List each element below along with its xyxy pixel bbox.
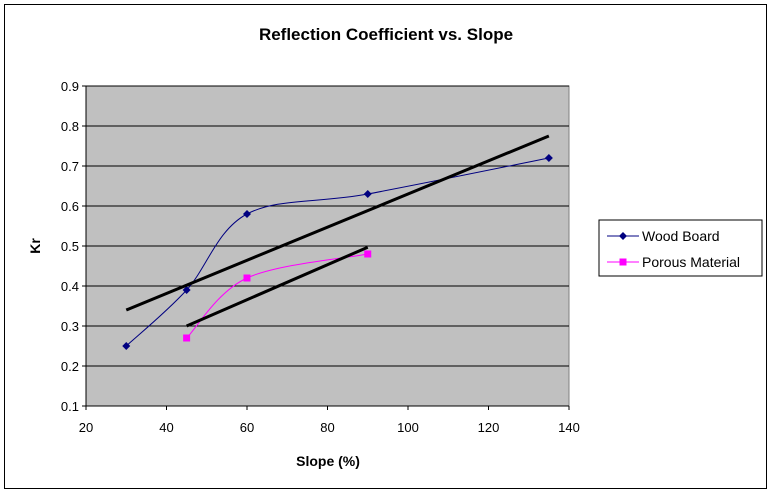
legend-label: Wood Board [642,228,720,244]
legend-box [598,219,763,277]
x-axis-label: Slope (%) [296,453,360,469]
tick-labels: 0.1 0.2 0.3 0.4 0.5 0.6 0.7 0.8 0.9 20 40 60 80 100 12… [61,79,580,435]
legend-marker [619,232,627,240]
data-point [182,286,191,294]
data-point [183,334,191,342]
x-tick-label: 20 [79,420,93,435]
legend-label: Porous Material [642,254,740,270]
y-tick-label: 0.4 [61,279,79,294]
trendlines [125,134,550,328]
x-tick-label: 100 [397,420,419,435]
data-point [364,250,372,258]
legend-marker [619,258,627,266]
x-tick-label: 140 [558,420,580,435]
y-axis-label: Kr [27,238,43,254]
x-tick-label: 40 [159,420,173,435]
x-tick-label: 80 [320,420,334,435]
y-tick-label: 0.2 [61,359,79,374]
x-tick-label: 60 [240,420,254,435]
y-tick-label: 0.6 [61,199,79,214]
y-tick-label: 0.1 [61,399,79,414]
data-point [363,190,372,198]
y-tick-label: 0.3 [61,319,79,334]
data-point [544,154,553,162]
chart-title: Reflection Coefficient vs. Slope [259,25,513,44]
y-tick-label: 0.5 [61,239,79,254]
data-point [122,342,131,350]
trendline [186,245,369,328]
y-tick-label: 0.9 [61,79,79,94]
trendline [125,134,550,312]
axes [82,85,570,410]
data-point [243,274,251,282]
data-point [243,210,251,218]
x-tick-label: 120 [478,420,500,435]
y-tick-label: 0.8 [61,119,79,134]
gridlines [86,85,569,367]
y-tick-label: 0.7 [61,159,79,174]
legend: Wood Board Porous Material [598,219,763,277]
